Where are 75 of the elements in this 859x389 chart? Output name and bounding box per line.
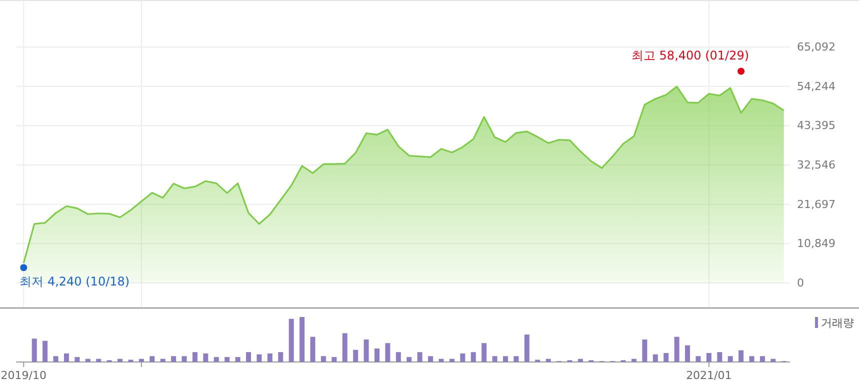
bar <box>728 356 733 362</box>
bar <box>482 343 487 362</box>
bar <box>267 353 272 362</box>
bar <box>192 352 198 362</box>
bar <box>300 317 305 362</box>
bar <box>246 352 252 362</box>
y-tick-label: 43,395 <box>797 119 836 132</box>
bar <box>118 358 123 362</box>
bar <box>631 358 636 362</box>
bar <box>74 357 80 362</box>
annotation-marker: 최고 58,400 (01/29) <box>632 48 750 75</box>
bar <box>256 354 262 362</box>
annotation: 최저 4,240 (10/18) <box>20 274 130 289</box>
bar <box>760 356 765 362</box>
bar <box>674 336 680 362</box>
bar <box>353 350 358 362</box>
bar <box>138 358 144 362</box>
bar <box>492 356 498 362</box>
x-tick-label: 2021/01 <box>686 369 732 382</box>
bar <box>278 352 284 362</box>
bar <box>203 353 208 362</box>
bar <box>53 356 58 362</box>
bar <box>717 352 722 362</box>
bar <box>342 333 348 362</box>
bar <box>332 357 337 362</box>
bar <box>417 352 422 362</box>
bar <box>642 340 648 362</box>
bar <box>652 354 658 362</box>
bar <box>396 352 401 362</box>
bar <box>214 357 219 362</box>
bar <box>32 338 37 362</box>
x-tick-label: 2019/10 <box>0 369 46 382</box>
y-tick-label: 10,849 <box>797 237 836 250</box>
bar <box>738 350 744 362</box>
legend-label: 거래량 <box>821 316 854 330</box>
bar <box>685 345 690 362</box>
bar <box>406 357 412 362</box>
bar <box>524 334 530 362</box>
bar <box>320 356 326 362</box>
bar <box>460 353 466 362</box>
bar <box>546 358 551 362</box>
bar <box>171 356 176 362</box>
bar <box>706 353 712 362</box>
bar <box>235 357 240 362</box>
bar <box>64 353 69 362</box>
bar <box>502 356 508 362</box>
y-tick-label: 0 <box>797 276 804 290</box>
bar <box>385 343 390 362</box>
bar <box>696 356 701 362</box>
bar <box>96 358 102 362</box>
bar <box>578 358 583 362</box>
bar <box>470 352 476 362</box>
bar <box>664 353 669 362</box>
bar <box>374 348 380 362</box>
bar <box>428 356 434 362</box>
y-tick-label: 54,244 <box>797 80 836 93</box>
bar <box>182 356 187 362</box>
annotation: 최고 58,400 (01/29) <box>631 48 750 62</box>
bar <box>749 356 754 362</box>
bar <box>770 358 776 362</box>
annotation-marker: 최저 4,240 (10/18) <box>20 264 130 289</box>
y-tick-label: 32,546 <box>797 158 836 172</box>
bar <box>310 336 316 362</box>
y-tick-label: 21,697 <box>797 198 836 211</box>
bar <box>364 340 369 362</box>
bar <box>160 358 166 362</box>
bar <box>150 356 155 362</box>
bar <box>224 357 230 362</box>
bar <box>449 358 454 362</box>
y-tick-label: 65,092 <box>797 40 836 54</box>
bar <box>514 356 519 362</box>
bar <box>42 340 48 362</box>
bar <box>438 358 444 362</box>
bar <box>288 318 294 362</box>
bar <box>85 358 90 362</box>
